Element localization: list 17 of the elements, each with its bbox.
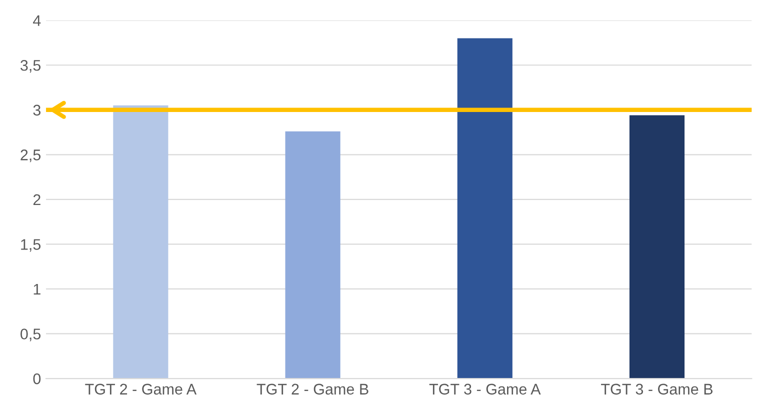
y-tick-label: 2,5 xyxy=(20,150,41,162)
x-tick-label: TGT 3 - Game A xyxy=(429,384,541,395)
bar xyxy=(113,105,168,379)
x-tick-label: TGT 3 - Game B xyxy=(601,384,713,395)
y-tick-label: 0 xyxy=(33,373,41,384)
x-tick-label: TGT 2 - Game B xyxy=(256,384,368,395)
y-tick-label: 4 xyxy=(33,15,41,26)
y-tick-label: 2 xyxy=(33,194,40,205)
y-tick-label: 0,5 xyxy=(20,328,41,342)
bar xyxy=(285,131,340,379)
y-tick-label: 3,5 xyxy=(20,60,41,73)
y-tick-label: 1,5 xyxy=(21,239,41,252)
bar xyxy=(629,115,685,379)
x-tick-label: TGT 2 - Game A xyxy=(85,384,197,395)
bar xyxy=(457,38,512,379)
y-tick-label: 1 xyxy=(34,284,40,295)
y-tick-label: 3 xyxy=(33,104,40,116)
